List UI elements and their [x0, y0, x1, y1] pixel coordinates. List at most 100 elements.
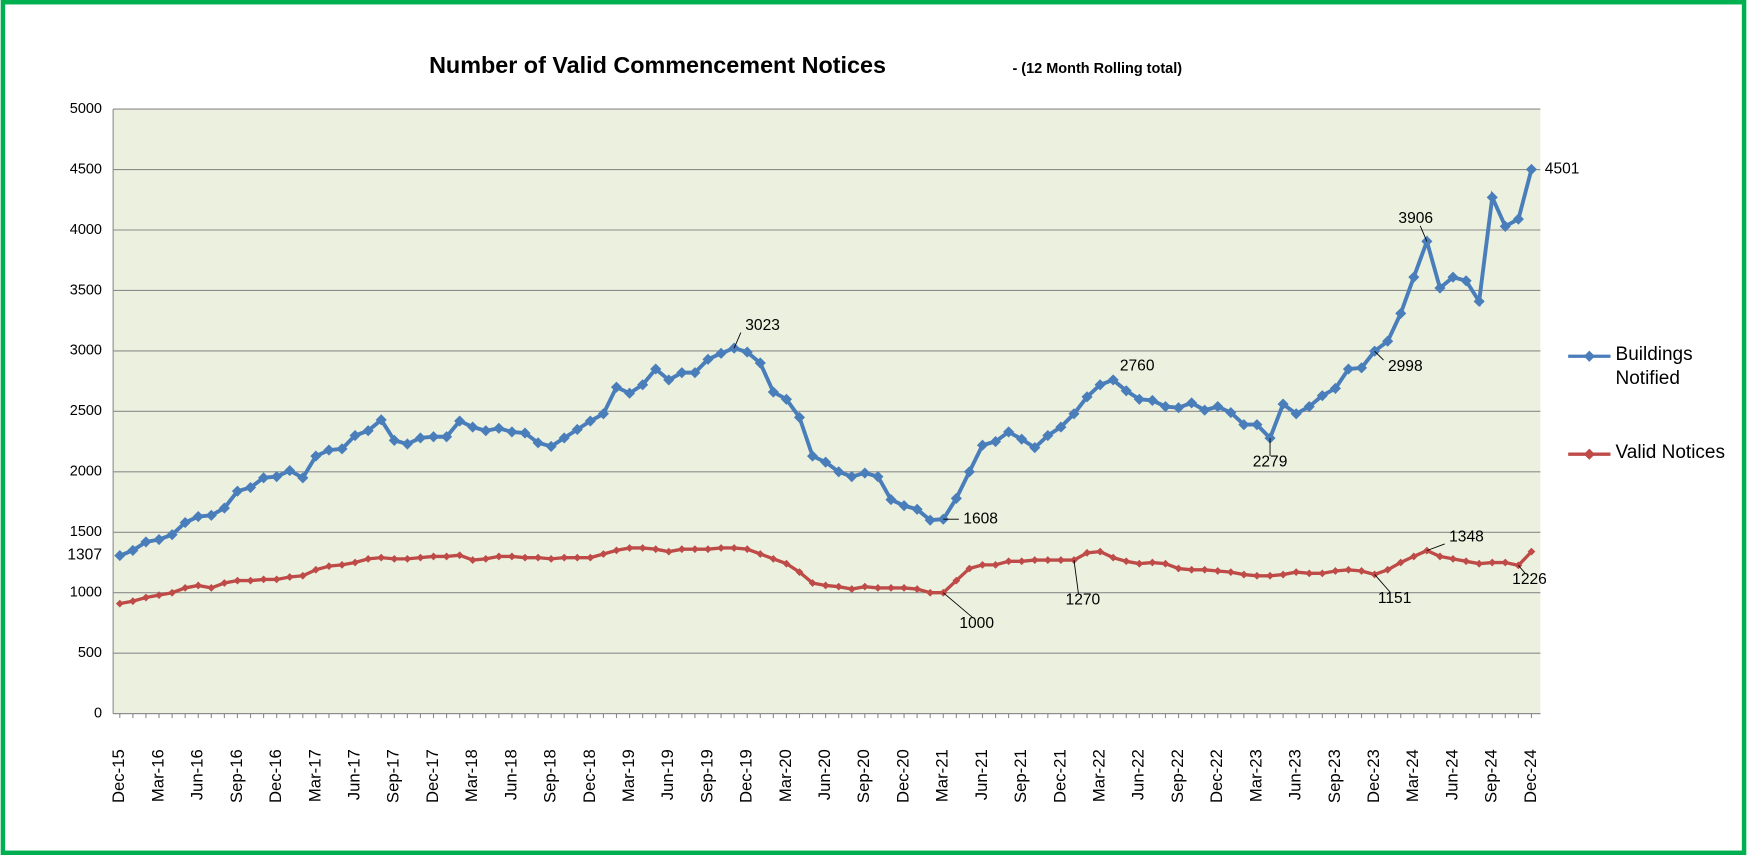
data-label: 3023 — [745, 317, 780, 334]
data-label: 2998 — [1388, 358, 1423, 375]
data-point — [362, 425, 374, 437]
data-point — [349, 429, 361, 442]
data-point — [963, 466, 975, 478]
x-tick-label: Dec-18 — [580, 749, 599, 803]
x-tick-label: Dec-21 — [1050, 749, 1069, 803]
data-point — [114, 550, 126, 562]
data-point — [323, 444, 335, 456]
data-point — [887, 583, 895, 592]
data-point — [494, 552, 503, 561]
data-point — [166, 529, 178, 541]
data-point — [573, 553, 582, 562]
data-point — [1436, 552, 1444, 561]
data-point — [558, 432, 570, 444]
data-point — [1488, 558, 1497, 567]
data-point — [924, 514, 936, 526]
data-point — [1016, 433, 1028, 445]
data-point — [1462, 557, 1470, 566]
data-point — [1122, 557, 1131, 566]
data-point — [207, 583, 216, 592]
data-point — [806, 450, 819, 462]
data-point — [1081, 391, 1093, 403]
data-point — [1003, 426, 1015, 438]
data-point — [795, 568, 804, 577]
x-tick-label: Sep-24 — [1482, 749, 1501, 803]
data-point — [519, 427, 531, 439]
x-tick-label: Mar-16 — [148, 749, 167, 802]
data-point — [1318, 569, 1327, 578]
data-point — [521, 553, 529, 562]
y-tick-label: 5000 — [70, 101, 102, 117]
x-tick-label: Sep-23 — [1325, 749, 1344, 803]
data-point — [612, 546, 621, 555]
data-point — [743, 545, 752, 554]
data-point — [1068, 408, 1080, 420]
label-leader — [1374, 574, 1391, 593]
label-leader — [942, 592, 973, 618]
data-point — [1266, 571, 1274, 580]
data-point — [298, 571, 307, 580]
x-tick-label: Mar-21 — [933, 749, 952, 802]
label-leader — [1374, 350, 1384, 361]
label-leader — [1073, 560, 1079, 594]
y-tick-label: 3000 — [70, 343, 102, 359]
x-tick-label: Dec-23 — [1364, 749, 1383, 803]
x-tick-label: Mar-22 — [1090, 749, 1109, 802]
data-point — [338, 561, 346, 569]
data-point — [1449, 554, 1457, 563]
data-point — [610, 381, 623, 393]
x-tick-label: Mar-19 — [619, 749, 638, 802]
data-point — [1030, 556, 1039, 564]
data-point — [545, 440, 557, 452]
data-point — [442, 552, 451, 561]
data-point — [336, 443, 348, 455]
data-point — [1004, 557, 1013, 566]
data-label: 1348 — [1449, 528, 1484, 545]
data-point — [377, 553, 386, 562]
data-point — [1200, 565, 1209, 574]
x-tick-label: Mar-24 — [1403, 749, 1422, 802]
data-point — [1042, 429, 1054, 442]
x-tick-label: Jun-20 — [815, 749, 834, 800]
data-point — [965, 564, 974, 573]
y-tick-label: 4000 — [70, 222, 102, 238]
data-point — [821, 581, 830, 590]
data-point — [1253, 571, 1261, 580]
data-point — [194, 581, 203, 590]
data-point — [571, 423, 583, 436]
x-tick-label: Mar-20 — [776, 749, 795, 802]
data-point — [1316, 390, 1328, 402]
data-point — [1409, 552, 1418, 561]
data-point — [664, 547, 673, 556]
data-label: 1226 — [1512, 571, 1547, 588]
data-point — [1342, 363, 1355, 375]
data-point — [140, 536, 152, 548]
data-point — [205, 509, 217, 521]
x-tick-label: Jun-18 — [501, 749, 520, 800]
data-point — [782, 559, 791, 568]
data-label: 2760 — [1120, 358, 1155, 375]
data-point — [310, 450, 322, 462]
data-point — [756, 550, 765, 558]
data-point — [952, 576, 961, 585]
y-tick-label: 0 — [94, 705, 102, 721]
data-point — [258, 472, 270, 484]
data-point — [534, 553, 542, 562]
y-tick-label: 500 — [78, 645, 102, 661]
y-tick-label: 2500 — [70, 403, 102, 419]
data-point — [820, 456, 832, 468]
x-tick-label: Sep-18 — [541, 749, 560, 803]
data-point — [741, 346, 753, 358]
legend-label: Buildings Notified — [1615, 344, 1693, 390]
data-point — [1525, 163, 1538, 175]
data-point — [532, 437, 544, 449]
data-label: 3906 — [1398, 210, 1433, 227]
x-tick-label: Dec-17 — [423, 749, 442, 803]
x-tick-label: Sep-22 — [1168, 749, 1187, 803]
data-point — [1383, 565, 1392, 574]
data-point — [1187, 565, 1196, 574]
data-label: 1307 — [67, 547, 102, 564]
data-point — [388, 434, 400, 446]
y-tick-label: 1500 — [70, 524, 102, 540]
